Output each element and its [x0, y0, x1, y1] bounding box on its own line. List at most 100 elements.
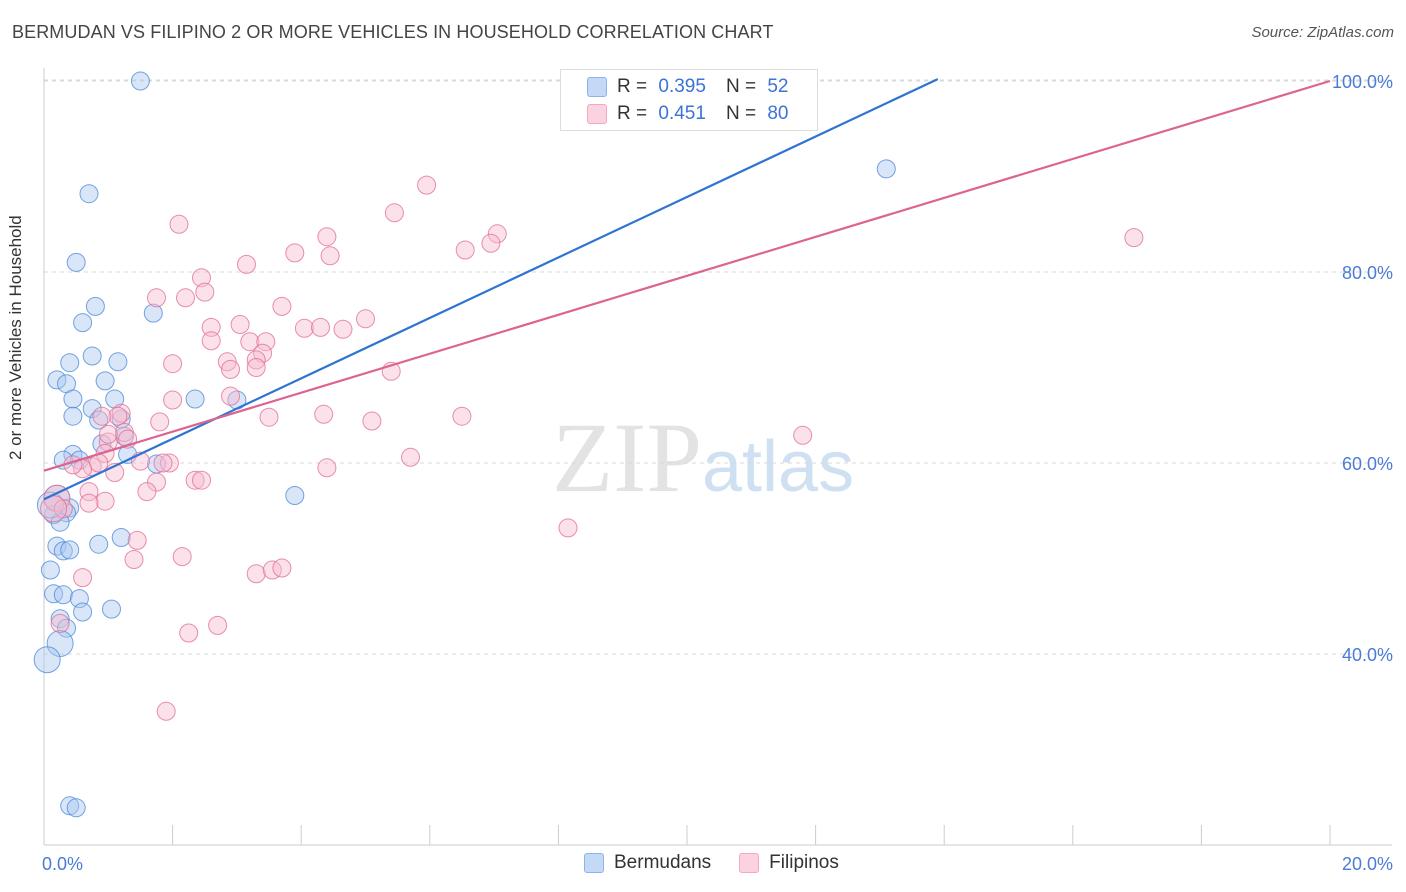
filipinos-point [201, 317, 221, 337]
filipinos-point [558, 518, 578, 538]
filipinos-point [98, 424, 118, 444]
bermudans-point [143, 303, 163, 323]
filipinos-point [169, 214, 189, 234]
filipinos-point [156, 701, 176, 721]
filipinos-point [237, 254, 256, 274]
filipinos-point [217, 352, 237, 372]
bermudans-point [40, 560, 60, 580]
legend-n-value: 52 [767, 76, 789, 97]
filipinos-point [256, 332, 276, 352]
filipinos-point [95, 443, 115, 463]
series-legend-label: Bermudans [614, 852, 712, 873]
filipinos-point [176, 288, 195, 308]
filipinos-point [356, 309, 375, 329]
filipinos-point [384, 203, 404, 223]
filipinos-point [262, 560, 282, 580]
correlation-legend: R = 0.395 N = 52 R = 0.451 N = 80 [560, 69, 818, 131]
bermudans-point [79, 184, 99, 204]
filipinos-point [320, 246, 340, 266]
filipinos-point [481, 233, 501, 253]
filipinos-point [221, 359, 240, 379]
filipinos-point [272, 558, 292, 578]
filipinos-point [259, 407, 279, 427]
bermudans-point [82, 346, 102, 366]
filipinos-point [147, 472, 166, 492]
filipinos-trend-line [43, 79, 1331, 472]
filipinos-point [272, 296, 292, 316]
y-tick-label: 80.0% [1342, 263, 1393, 283]
bermudans-point [53, 450, 73, 470]
data-points [33, 71, 1144, 818]
bermudans-point [876, 159, 896, 179]
bermudans-point [50, 609, 70, 629]
filipinos-point [159, 453, 179, 473]
filipinos-point [108, 406, 128, 426]
filipinos-point [333, 319, 353, 339]
bermudans-point [102, 599, 121, 619]
filipinos-point [362, 411, 382, 431]
watermark-zip: ZIP [552, 402, 702, 513]
series-legend-label: Filipinos [769, 852, 839, 873]
filipinos-point [79, 493, 99, 513]
bermudans-point [130, 71, 150, 91]
bermudans-point [85, 296, 105, 316]
source-credit: Source: ZipAtlas.com [1251, 24, 1394, 41]
legend-swatch-filipinos [587, 104, 607, 124]
filipinos-point [172, 547, 192, 567]
legend-n-label: N = [725, 76, 757, 97]
bermudans-point [33, 646, 61, 674]
x-tick-label: 20.0% [1342, 854, 1393, 874]
watermark-atlas: atlas [702, 427, 855, 507]
filipinos-point [246, 564, 266, 584]
filipinos-point [294, 318, 314, 338]
legend-n-label: N = [725, 103, 757, 124]
series-legend-bermudans[interactable]: Bermudans [584, 852, 711, 874]
y-tick-label: 60.0% [1342, 454, 1393, 474]
filipinos-point [111, 403, 131, 423]
filipinos-point [195, 282, 215, 302]
bermudans-point [60, 796, 80, 816]
bermudans-point [95, 371, 115, 391]
bermudans-point [53, 585, 73, 605]
bermudans-point [66, 252, 86, 272]
filipinos-point [221, 386, 240, 406]
filipinos-point [153, 453, 173, 473]
bermudans-point [44, 584, 64, 604]
x-tick-label: 0.0% [42, 854, 83, 874]
chart-title: BERMUDAN VS FILIPINO 2 OR MORE VEHICLES … [12, 22, 774, 42]
filipinos-point [92, 406, 112, 426]
filipinos-point [246, 358, 266, 377]
bermudans-point [185, 389, 205, 409]
watermark: ZIPatlas [552, 400, 854, 515]
bermudans-point [63, 389, 83, 409]
filipinos-point [163, 354, 183, 374]
bermudans-point [111, 528, 131, 547]
filipinos-point [230, 315, 250, 334]
series-legend-filipinos[interactable]: Filipinos [739, 852, 839, 874]
filipinos-point [240, 332, 260, 352]
filipinos-point [79, 482, 99, 502]
filipinos-point [137, 482, 157, 502]
filipinos-point [452, 406, 472, 426]
bermudans-trend-line [43, 78, 939, 501]
filipinos-point [417, 175, 437, 195]
series-legend: Bermudans Filipinos [584, 852, 867, 874]
y-tick-label: 100.0% [1332, 72, 1393, 92]
filipinos-point [311, 317, 330, 337]
filipinos-point [124, 550, 144, 569]
filipinos-point [192, 470, 211, 490]
bermudans-point [285, 486, 305, 505]
filipinos-point [147, 288, 166, 308]
filipinos-point [793, 425, 813, 445]
legend-swatch-bermudans [587, 77, 607, 97]
trend-lines [43, 78, 1331, 501]
bermudans-point [73, 313, 93, 333]
filipinos-point [314, 404, 334, 424]
legend-r-value: 0.451 [658, 103, 706, 124]
filipinos-point [150, 412, 170, 432]
legend-n-value: 80 [767, 103, 789, 124]
tick-labels: 40.0% 60.0% 80.0% 100.0% 0.0% 20.0% [42, 72, 1393, 874]
bermudans-point [60, 540, 80, 560]
series-swatch-bermudans [584, 853, 604, 873]
legend-r-label: R = [617, 76, 648, 97]
